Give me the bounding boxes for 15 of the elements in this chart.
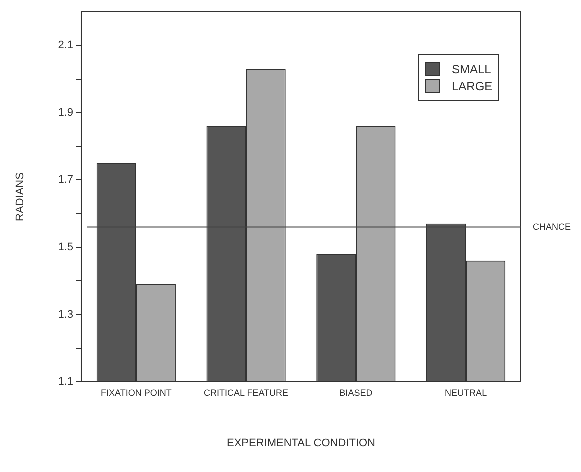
legend-label: SMALL [452,62,492,76]
y-tick-label: 1.5 [58,241,74,254]
y-axis-title: RADIANS [14,172,27,222]
x-tick-label: BIASED [340,388,374,398]
y-tick-label: 1.3 [58,308,74,321]
y-tick-label: 2.1 [58,40,74,52]
x-tick-label: FIXATION POINT [101,388,172,398]
legend-label: LARGE [452,79,493,94]
x-tick-label: NEUTRAL [445,388,488,398]
y-tick-label: 1.1 [58,376,74,388]
x-tick-label: CRITICAL FEATURE [204,388,289,398]
y-tick-label: 1.9 [58,106,74,119]
x-axis-title: EXPERIMENTAL CONDITION [226,437,376,450]
ref-line-label: CHANCE [533,222,572,232]
y-tick-label: 1.7 [58,174,74,186]
